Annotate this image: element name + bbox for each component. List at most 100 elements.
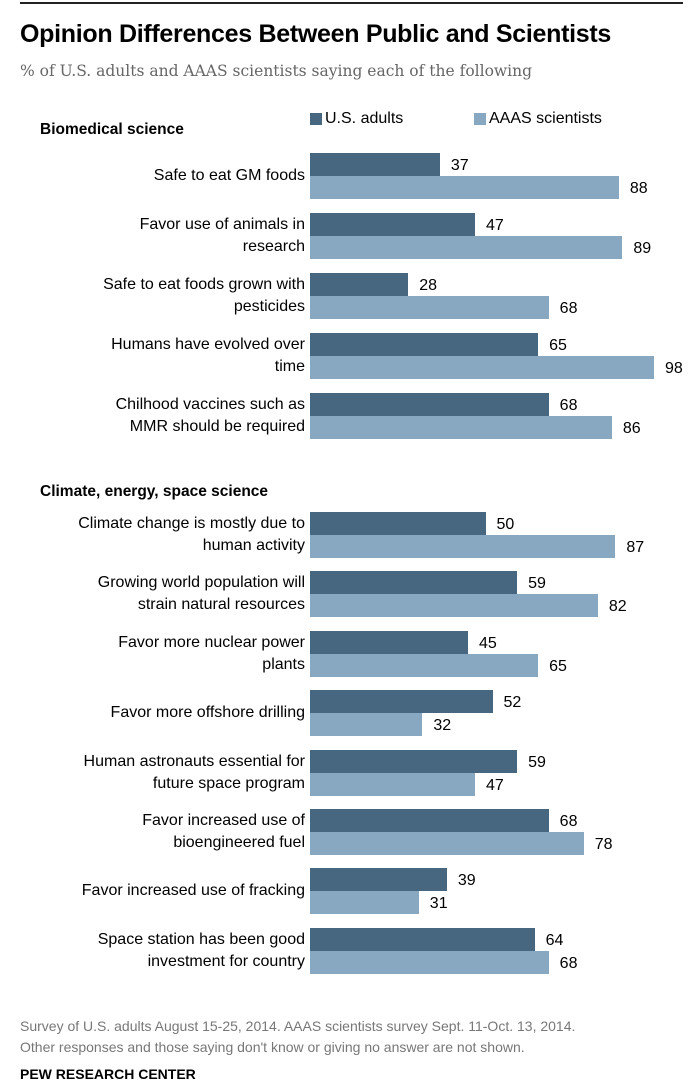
category-label-line: Favor use of animals in xyxy=(139,216,305,233)
note-line: Survey of U.S. adults August 15-25, 2014… xyxy=(20,1018,576,1034)
data-label: 86 xyxy=(622,420,641,437)
data-label: 65 xyxy=(549,657,567,675)
data-label: 37 xyxy=(450,157,469,174)
category-label-line: Space station has been good xyxy=(97,930,305,948)
legend-swatch-us-adults xyxy=(310,113,322,125)
bar-us-adults xyxy=(310,809,549,832)
legend-label: U.S. adults xyxy=(325,110,404,127)
data-label: 59 xyxy=(528,753,546,771)
bar-aaas-scientists xyxy=(310,950,549,974)
data-label: 31 xyxy=(429,895,448,913)
bar-us-adults xyxy=(310,630,468,654)
bar-aaas-scientists xyxy=(310,891,419,915)
data-label: 50 xyxy=(496,516,515,533)
category-label-line: Chilhood vaccines such as xyxy=(115,396,305,413)
bar-us-adults xyxy=(310,333,539,356)
note-line: Other responses and those saying don't k… xyxy=(20,1039,525,1055)
category-label-line: research xyxy=(242,238,305,255)
category-label: Favor increased use of fracking xyxy=(15,880,305,902)
data-label: 47 xyxy=(485,776,504,794)
data-label: 89 xyxy=(633,240,652,257)
bar-us-adults xyxy=(310,571,518,595)
bar-us-adults xyxy=(310,512,486,535)
data-label: 78 xyxy=(594,836,613,853)
bar-us-adults xyxy=(310,927,535,951)
category-label: Humans have evolved over time xyxy=(15,334,305,378)
category-label-line: Favor more offshore drilling xyxy=(110,704,305,722)
data-label: 88 xyxy=(629,180,648,197)
category-label: Climate change is mostly due to human act… xyxy=(15,513,305,557)
bar-aaas-scientists xyxy=(310,416,612,439)
data-label: 68 xyxy=(559,397,578,414)
category-label: Favor increased use of bioengineered fuel xyxy=(15,810,305,854)
data-label: 68 xyxy=(559,954,578,972)
category-label-line: plants xyxy=(262,655,305,673)
bar-aaas-scientists xyxy=(310,713,423,737)
data-label: 52 xyxy=(503,694,522,712)
bar-aaas-scientists xyxy=(310,356,654,379)
data-label: 82 xyxy=(608,598,627,616)
bar-aaas-scientists xyxy=(310,772,475,796)
category-label: Safe to eat foods grown with pesticides xyxy=(15,274,305,318)
legend-item-aaas-scientists: AAAS scientists xyxy=(474,110,602,128)
category-label-line: Favor increased use of fracking xyxy=(81,882,305,900)
category-label-line: bioengineered fuel xyxy=(173,834,305,851)
top-rule xyxy=(20,2,683,4)
category-label-line: strain natural resources xyxy=(137,596,305,614)
bar-us-adults xyxy=(310,153,440,176)
bar-aaas-scientists xyxy=(310,296,549,319)
chart-notes: Survey of U.S. adults August 15-25, 2014… xyxy=(20,1016,575,1058)
chart-subtitle: % of U.S. adults and AAAS scientists say… xyxy=(20,62,533,80)
data-label: 39 xyxy=(457,872,476,890)
section-header: Biomedical science xyxy=(40,121,184,138)
bar-us-adults xyxy=(310,213,475,236)
data-label: 87 xyxy=(626,539,645,556)
category-label: Safe to eat GM foods xyxy=(15,165,305,187)
bar-us-adults xyxy=(310,393,549,416)
bar-aaas-scientists xyxy=(310,176,619,199)
category-label: Favor more nuclear power plants xyxy=(15,632,305,676)
data-label: 68 xyxy=(559,300,578,317)
data-label: 32 xyxy=(433,717,452,735)
category-label: Space station has been good investment fo… xyxy=(15,929,305,973)
category-label-line: time xyxy=(274,358,305,375)
legend-label: AAAS scientists xyxy=(489,110,602,127)
category-label-line: Human astronauts essential for xyxy=(83,752,305,770)
category-label-line: Growing world population will xyxy=(97,574,305,592)
category-label: Chilhood vaccines such as MMR should be r… xyxy=(15,394,305,438)
category-label-line: pesticides xyxy=(233,298,305,315)
bar-us-adults xyxy=(310,273,409,296)
category-label-line: Climate change is mostly due to xyxy=(78,515,305,532)
data-label: 65 xyxy=(549,337,567,354)
category-label-line: human activity xyxy=(202,537,305,554)
category-label-line: investment for country xyxy=(147,952,305,970)
bar-aaas-scientists xyxy=(310,653,539,677)
legend-item-us-adults: U.S. adults xyxy=(310,110,403,128)
bar-us-adults xyxy=(310,749,518,773)
bar-aaas-scientists xyxy=(310,594,598,618)
data-label: 45 xyxy=(478,634,497,652)
data-label: 47 xyxy=(485,217,504,234)
chart-title: Opinion Differences Between Public and S… xyxy=(20,20,611,48)
data-label: 98 xyxy=(664,360,683,377)
category-label: Favor more offshore drilling xyxy=(15,702,305,724)
category-label-line: Favor more nuclear power xyxy=(118,633,305,651)
data-label: 64 xyxy=(545,931,564,949)
data-label: 28 xyxy=(419,277,438,294)
bar-aaas-scientists xyxy=(310,832,584,855)
section-header: Climate, energy, space science xyxy=(40,483,269,500)
bar-us-adults xyxy=(310,868,447,892)
category-label-line: Humans have evolved over xyxy=(111,336,305,353)
category-label-line: MMR should be required xyxy=(129,418,305,435)
category-label-line: Safe to eat GM foods xyxy=(153,167,305,184)
category-label-line: future space program xyxy=(152,774,305,792)
bar-aaas-scientists xyxy=(310,236,623,259)
source-credit: PEW RESEARCH CENTER xyxy=(20,1066,196,1082)
bar-us-adults xyxy=(310,690,493,714)
category-label: Growing world population will strain natu… xyxy=(15,572,305,616)
category-label-line: Safe to eat foods grown with xyxy=(103,276,305,293)
data-label: 68 xyxy=(559,813,578,830)
data-label: 59 xyxy=(528,575,546,593)
bar-aaas-scientists xyxy=(310,535,616,558)
category-label: Human astronauts essential for future spa… xyxy=(15,751,305,795)
